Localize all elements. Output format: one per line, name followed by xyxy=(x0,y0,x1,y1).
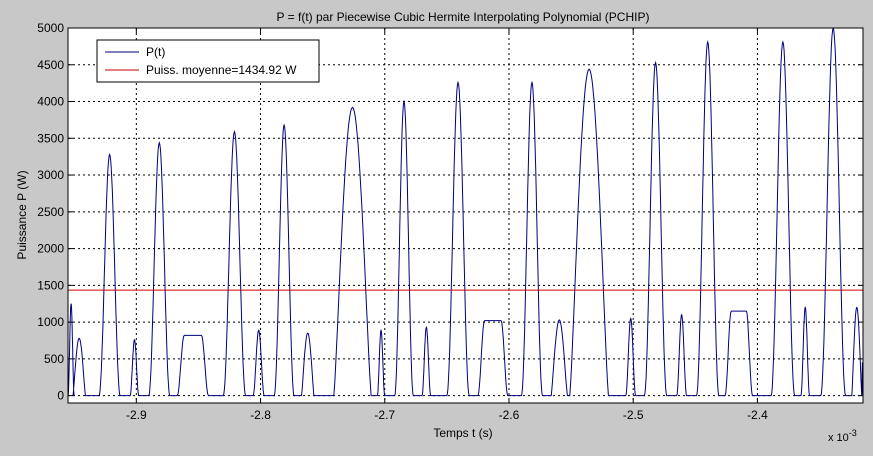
x-multiplier-label: x 10-3 xyxy=(828,428,857,444)
y-tick-label: 1500 xyxy=(37,278,64,292)
legend-label-ptime: P(t) xyxy=(146,45,165,59)
x-tick-label: -2.4 xyxy=(747,408,768,422)
series-layer xyxy=(68,28,863,397)
x-tick-label: -2.5 xyxy=(623,408,644,422)
legend-box xyxy=(96,39,320,83)
y-tick-label: 2500 xyxy=(37,205,64,219)
y-tick-label: 1000 xyxy=(37,315,64,329)
x-tick-label: -2.8 xyxy=(250,408,271,422)
legend-label-mean: Puiss. moyenne=1434.92 W xyxy=(146,63,297,77)
y-tick-label: 500 xyxy=(44,352,64,366)
x-multiplier-exponent: -3 xyxy=(849,428,857,438)
y-tick-label: 0 xyxy=(57,389,64,403)
x-tick-label: -2.9 xyxy=(126,408,147,422)
y-tick-label: 5000 xyxy=(37,21,64,35)
legend: P(t) Puiss. moyenne=1434.92 W xyxy=(96,39,320,83)
x-tick-label: -2.7 xyxy=(374,408,395,422)
x-axis-label: Temps t (s) xyxy=(433,426,492,440)
chart-title: P = f(t) par Piecewise Cubic Hermite Int… xyxy=(277,10,650,24)
plot-frame xyxy=(67,27,864,404)
x-tick-label: -2.6 xyxy=(499,408,520,422)
y-axis-label: Puissance P (W) xyxy=(15,170,29,259)
y-tick-label: 3000 xyxy=(37,168,64,182)
y-tick-label: 4500 xyxy=(37,58,64,72)
y-tick-label: 4000 xyxy=(37,95,64,109)
y-tick-label: 2000 xyxy=(37,242,64,256)
y-tick-label: 3500 xyxy=(37,131,64,145)
x-multiplier-base: x 10 xyxy=(828,432,849,444)
series-line-ptime xyxy=(68,28,863,397)
plot-area xyxy=(68,28,863,403)
axis-ticks: -2.9 -2.8 -2.7 -2.6 -2.5 -2.4 0 500 1000 1500 2000… xyxy=(37,21,863,422)
